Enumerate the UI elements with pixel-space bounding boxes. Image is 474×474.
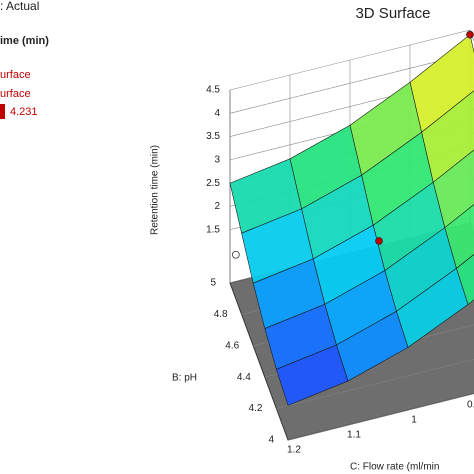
panel-line: urface (0, 69, 31, 81)
y-tick-label: 4.8 (214, 309, 228, 320)
grid-line (229, 29, 474, 91)
grid-line (287, 393, 474, 441)
y-tick-label: 4 (268, 435, 274, 446)
z-tick-label: 1.5 (206, 224, 220, 235)
panel-line: urface (0, 88, 31, 100)
design-point (375, 237, 383, 245)
y-tick-label: 5 (210, 278, 216, 289)
y-tick-label: 4.4 (237, 372, 251, 383)
x-axis-label: C: Flow rate (ml/min (350, 462, 439, 473)
panel-line: ime (min) (0, 35, 49, 47)
x-tick-label: 1.2 (287, 445, 301, 456)
y-tick-label: 4.6 (225, 340, 239, 351)
y-tick-label: 4.2 (248, 403, 262, 414)
z-tick-label: 3 (214, 154, 220, 165)
z-axis-label: Retention time (min) (150, 145, 161, 235)
y-axis-label: B: pH (172, 373, 197, 384)
z-tick-label: 4.5 (206, 85, 220, 96)
panel-value: 4.231 (10, 106, 38, 118)
z-tick-label: 3.5 (206, 131, 220, 142)
x-tick-label: 1 (411, 415, 417, 426)
z-tick-label: 2.5 (206, 178, 220, 189)
panel-line: : Actual (0, 0, 39, 13)
z-tick-label: 4 (214, 108, 220, 119)
x-tick-label: 0.9 (467, 400, 474, 411)
surface-cell (276, 344, 349, 406)
grid-line (276, 358, 474, 409)
x-tick-label: 1.1 (347, 430, 361, 441)
legend-swatch (0, 104, 5, 119)
z-tick-label: 2 (214, 201, 220, 212)
design-point (466, 30, 474, 39)
design-point (231, 250, 240, 259)
chart-title: 3D Surface (355, 5, 430, 22)
